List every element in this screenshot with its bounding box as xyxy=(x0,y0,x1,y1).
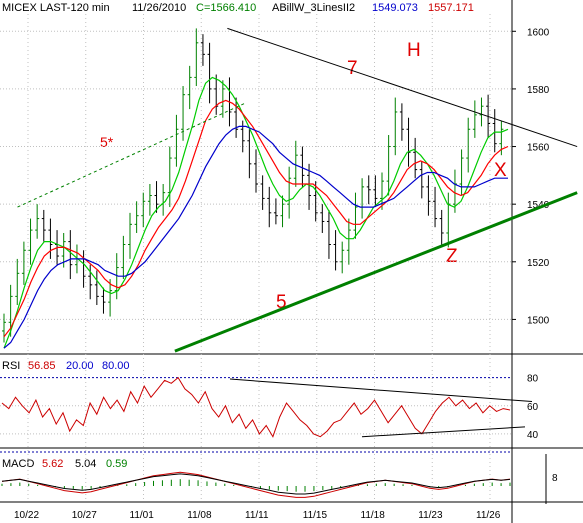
price-tick-label: 1520 xyxy=(527,258,550,269)
date-tick-label: 10/22 xyxy=(14,510,39,521)
price-tick-label: 1540 xyxy=(527,200,550,211)
rsi-tick-label: 40 xyxy=(527,430,539,441)
date-tick-label: 11/26 xyxy=(476,510,501,521)
rsi-tick-label: 80 xyxy=(527,374,539,385)
indicator-value-2: 1557.171 xyxy=(428,2,474,14)
price-tick-label: 1600 xyxy=(527,27,550,38)
date-tick-label: 11/15 xyxy=(303,510,328,521)
indicator-label: ABillW_3LinesII2 xyxy=(272,2,356,14)
rsi-line xyxy=(1,376,511,438)
date-tick-label: 11/08 xyxy=(187,510,212,521)
price-tick-label: 1580 xyxy=(527,85,550,96)
wave-5-annotation: 5 xyxy=(276,292,287,313)
date-tick-label: 10/27 xyxy=(72,510,97,521)
macd-tick-label: 8 xyxy=(552,473,558,484)
date-tick-label: 11/11 xyxy=(245,510,269,521)
macd-value: 5.62 xyxy=(42,458,64,470)
rsi-label: RSI xyxy=(2,360,21,372)
rsi-upper-trendline xyxy=(229,378,533,403)
rsi-low-level: 20.00 xyxy=(66,360,94,372)
rsi-lower-trendline xyxy=(361,426,526,438)
macd-hist: 0.59 xyxy=(106,458,128,470)
wave-5-star-annotation: 5* xyxy=(100,134,114,150)
price-tick-label: 1560 xyxy=(527,143,550,154)
macd-signal-line xyxy=(1,473,511,495)
macd-signal: 5.04 xyxy=(75,458,97,470)
price-tick-label: 1500 xyxy=(527,315,550,326)
symbol-label: MICEX LAST-120 min xyxy=(2,2,110,14)
close-label: C=1566.410 xyxy=(196,2,257,14)
rsi-value: 56.85 xyxy=(28,360,56,372)
date-tick-label: 11/23 xyxy=(418,510,443,521)
wave-7-annotation: 7 xyxy=(347,58,358,79)
indicator-line-2 xyxy=(3,99,509,338)
indicator-value-1: 1549.073 xyxy=(372,2,418,14)
trendline-3 xyxy=(174,191,578,353)
wave-z-annotation: Z xyxy=(446,246,458,267)
macd-label: MACD xyxy=(2,458,35,470)
indicator-line-3 xyxy=(3,125,508,349)
rsi-high-level: 80.00 xyxy=(102,360,130,372)
date-label: 11/26/2010 xyxy=(132,2,187,14)
wave-x-annotation: X xyxy=(494,160,507,181)
rsi-tick-label: 60 xyxy=(527,402,539,413)
trendline-1 xyxy=(17,102,246,208)
trendline-2 xyxy=(227,27,578,148)
wave-h-annotation: H xyxy=(407,40,421,61)
indicator-line-1 xyxy=(3,76,509,349)
date-tick-label: 11/01 xyxy=(130,510,155,521)
date-tick-label: 11/18 xyxy=(361,510,386,521)
macd-line xyxy=(1,471,511,498)
